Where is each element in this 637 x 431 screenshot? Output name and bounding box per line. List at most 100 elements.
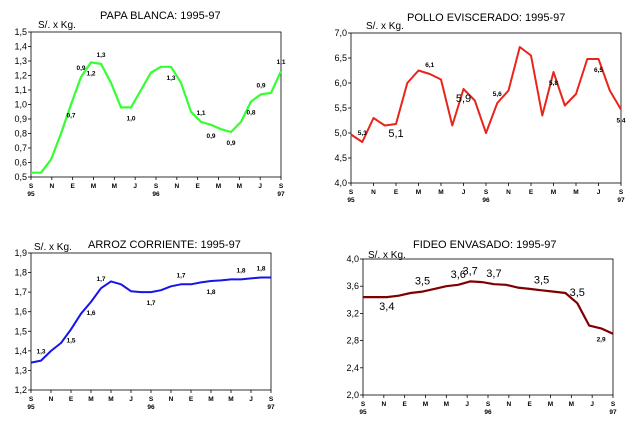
y-tick-label: 1,4 — [14, 42, 27, 52]
data-label: 0,9 — [256, 82, 265, 89]
data-label: 6,5 — [594, 67, 603, 74]
x-tick-label: E — [69, 396, 74, 403]
x-tick-label: E — [70, 183, 75, 190]
data-label: 1,3 — [36, 349, 45, 356]
plot-frame — [30, 31, 282, 178]
x-tick-label: S — [361, 401, 366, 408]
data-label: 6,1 — [425, 62, 434, 69]
unit-label: S/. x Kg. — [366, 21, 404, 32]
data-label: 0,9 — [226, 140, 235, 147]
x-tick-label: S — [349, 189, 354, 196]
x-tick-label: M — [569, 401, 574, 408]
y-tick-label: 1,7 — [14, 287, 27, 297]
y-tick-label: 0,9 — [14, 114, 27, 124]
chart-title: FIDEO ENVASADO: 1995-97 — [413, 239, 556, 251]
y-tick-label: 1,5 — [14, 27, 27, 37]
x-tick-label: M — [228, 396, 233, 403]
x-tick-label: E — [402, 401, 407, 408]
year-label: 95 — [27, 404, 35, 411]
x-tick-label: J — [597, 189, 601, 196]
y-tick-label: 1,3 — [14, 365, 27, 375]
x-tick-label: J — [249, 396, 253, 403]
year-label: 97 — [617, 197, 625, 204]
y-tick-label: 4,5 — [334, 153, 347, 163]
x-tick-label: S — [486, 401, 491, 408]
data-label: 1,0 — [126, 115, 135, 122]
data-label: 1,7 — [146, 300, 155, 307]
x-tick-label: S — [611, 401, 616, 408]
data-label: 3,5 — [415, 276, 430, 288]
x-tick-label: M — [444, 401, 449, 408]
x-tick-label: S — [29, 183, 34, 190]
unit-label: S/. x Kg. — [368, 250, 406, 261]
data-label: 1,7 — [96, 276, 105, 283]
data-label: 1,1 — [196, 110, 205, 117]
data-label: 3,5 — [534, 274, 549, 286]
data-label: 1,7 — [176, 272, 185, 279]
x-tick-label: N — [381, 401, 386, 408]
y-tick-label: 1,4 — [14, 346, 27, 356]
x-tick-label: M — [88, 396, 93, 403]
chart-title: PAPA BLANCA: 1995-97 — [100, 10, 221, 22]
unit-label: S/. x Kg. — [38, 20, 76, 31]
y-tick-label: 2,0 — [346, 390, 359, 400]
y-tick-label: 1,8 — [14, 268, 27, 278]
x-tick-label: J — [258, 183, 262, 190]
x-tick-label: M — [91, 183, 96, 190]
data-label: 5,6 — [493, 91, 502, 98]
data-label: 3,4 — [379, 301, 394, 313]
y-tick-label: 0,5 — [14, 172, 27, 182]
x-tick-label: M — [573, 189, 578, 196]
year-label: 95 — [27, 191, 35, 198]
x-tick-label: M — [108, 396, 113, 403]
plot-frame — [30, 252, 272, 391]
x-tick-label: E — [527, 401, 532, 408]
y-tick-label: 4,0 — [334, 178, 347, 188]
x-tick-label: J — [465, 401, 469, 408]
y-tick-label: 1,5 — [14, 326, 27, 336]
y-tick-label: 1,6 — [14, 307, 27, 317]
data-label: 0,9 — [76, 65, 85, 72]
unit-label: S/. x Kg. — [34, 242, 72, 253]
x-tick-label: E — [394, 189, 399, 196]
chart-title: ARROZ CORRIENTE: 1995-97 — [88, 239, 241, 251]
data-label: 5,1 — [388, 128, 403, 140]
x-tick-label: M — [216, 183, 221, 190]
year-label: 97 — [277, 191, 285, 198]
data-label: 5,8 — [549, 80, 558, 87]
y-tick-label: 1,9 — [14, 248, 27, 258]
y-tick-label: 1,0 — [14, 100, 27, 110]
y-tick-label: 1,1 — [14, 85, 27, 95]
y-tick-label: 3,6 — [346, 281, 359, 291]
y-tick-label: 0,8 — [14, 129, 27, 139]
data-label: 3,5 — [570, 287, 585, 299]
year-label: 96 — [152, 191, 160, 198]
chart-arroz: ARROZ CORRIENTE: 1995-97 S/. x Kg. 1,9 1,… — [14, 239, 275, 411]
y-tick-label: 4,0 — [346, 254, 359, 264]
x-tick-label: N — [169, 396, 174, 403]
chart-title: POLLO EVISCERADO: 1995-97 — [407, 12, 565, 24]
x-tick-label: M — [416, 189, 421, 196]
x-tick-label: E — [529, 189, 534, 196]
series-line — [31, 61, 282, 174]
y-tick-label: 0,6 — [14, 158, 27, 168]
data-label: 5,3 — [358, 130, 367, 137]
x-tick-label: J — [462, 189, 466, 196]
x-tick-label: N — [506, 189, 511, 196]
y-tick-label: 2,4 — [346, 363, 359, 373]
data-label: 1,1 — [276, 59, 285, 66]
x-tick-label: N — [49, 183, 54, 190]
x-tick-label: S — [154, 183, 159, 190]
chart-papa: PAPA BLANCA: 1995-97 S/. x Kg. 1,5 1,4 1,3… — [14, 10, 285, 198]
y-tick-label: 6,5 — [334, 53, 347, 63]
x-tick-label: J — [590, 401, 594, 408]
data-label: 2,9 — [597, 336, 606, 343]
data-label: 3,6 — [451, 269, 466, 281]
y-tick-label: 0,7 — [14, 143, 27, 153]
y-tick-label: 1,3 — [14, 56, 27, 66]
plot-frame — [350, 32, 622, 184]
x-tick-label: M — [112, 183, 117, 190]
year-label: 96 — [484, 409, 492, 416]
data-label: 1,8 — [236, 267, 245, 274]
